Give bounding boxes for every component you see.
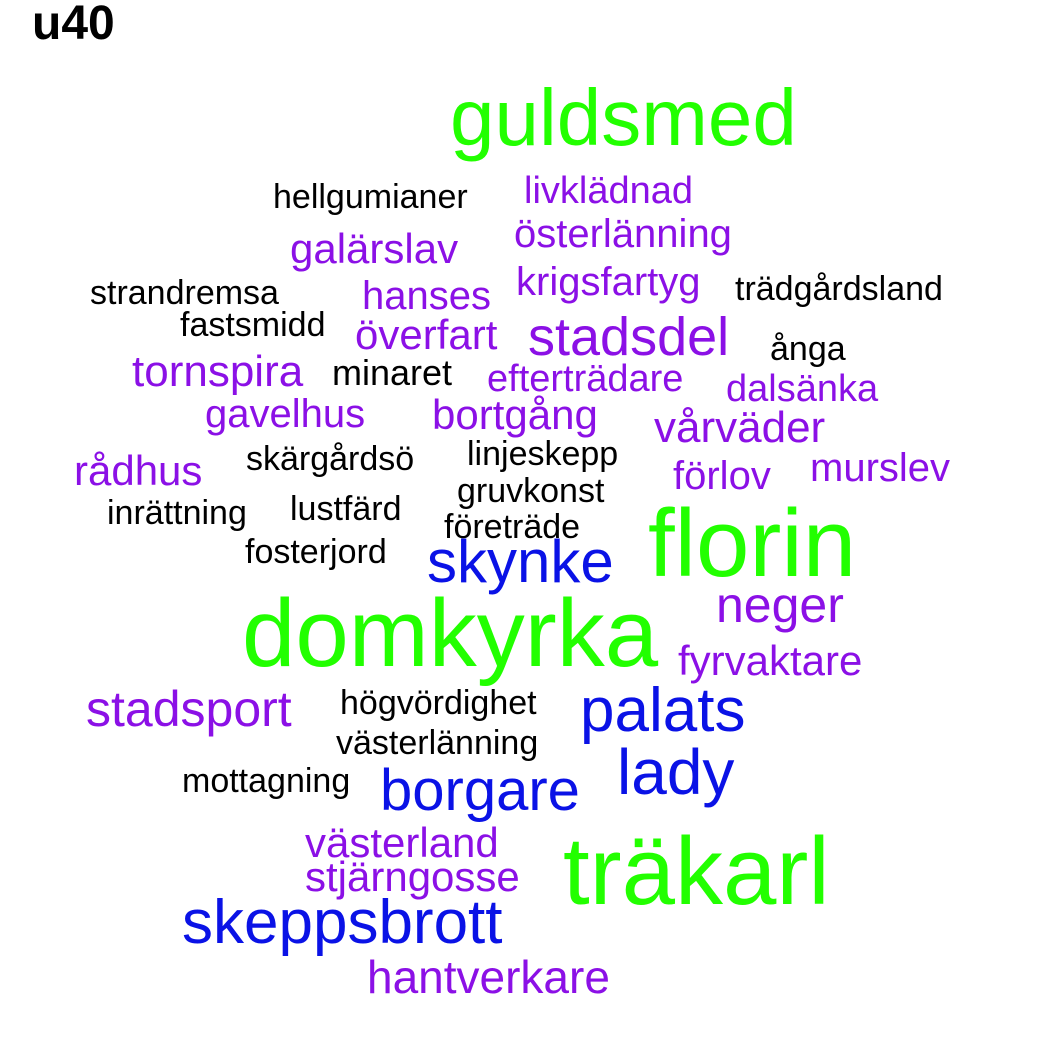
word-vasterlanning: västerlänning [336, 724, 539, 762]
word-mottagning: mottagning [182, 762, 351, 800]
word-anga: ånga [770, 330, 846, 368]
word-neger: neger [716, 577, 844, 633]
word-hellgumianer: hellgumianer [273, 178, 468, 216]
word-galarslav: galärslav [290, 225, 459, 272]
word-krigsfartyg: krigsfartyg [516, 260, 701, 304]
word-linjeskepp: linjeskepp [467, 435, 619, 473]
word-vasterland: västerland [305, 819, 499, 866]
word-fyrvaktare: fyrvaktare [678, 637, 863, 684]
word-trakarl: träkarl [563, 818, 830, 925]
word-inrattning: inrättning [107, 494, 247, 532]
word-skargardso: skärgårdsö [246, 440, 415, 478]
word-domkyrka: domkyrka [242, 580, 659, 687]
cloud-title: u40 [32, 0, 115, 50]
word-hanses: hanses [362, 274, 491, 318]
word-livkladnad: livklädnad [524, 170, 693, 212]
word-borgare: borgare [380, 758, 580, 823]
word-stjarngosse: stjärngosse [305, 853, 520, 900]
word-stadsport: stadsport [86, 681, 292, 737]
word-foretrade: företräde [444, 508, 581, 546]
word-lustfard: lustfärd [290, 490, 402, 528]
word-varvader: vårväder [654, 403, 826, 452]
word-stadsdel: stadsdel [528, 307, 730, 367]
word-osterlanning: österlänning [514, 212, 732, 256]
word-guldsmed: guldsmed [450, 73, 797, 162]
word-lady: lady [617, 736, 735, 808]
word-murslev: murslev [810, 446, 951, 490]
word-minaret: minaret [332, 352, 453, 393]
word-dalsanka: dalsänka [726, 368, 879, 410]
word-skynke: skynke [427, 528, 614, 595]
word-hogvordighet: högvördighet [340, 684, 537, 722]
word-hantverkare: hantverkare [367, 951, 610, 1003]
word-palats: palats [580, 676, 746, 745]
word-skeppsbrott: skeppsbrott [182, 888, 503, 957]
word-bortgang: bortgång [432, 391, 598, 438]
word-overfart: överfart [355, 311, 498, 358]
word-gavelhus: gavelhus [205, 392, 366, 436]
word-forlov: förlov [673, 454, 771, 498]
word-fastsmidd: fastsmidd [180, 306, 326, 344]
word-florin: florin [648, 490, 857, 597]
word-radhus: rådhus [74, 447, 203, 494]
word-tradgardsland: trädgårdsland [735, 270, 943, 308]
word-eftertradare: efterträdare [487, 358, 684, 400]
word-strandremsa: strandremsa [90, 274, 279, 312]
word-gruvkonst: gruvkonst [457, 472, 605, 510]
word-fosterjord: fosterjord [245, 533, 387, 571]
word-tornspira: tornspira [132, 347, 304, 396]
